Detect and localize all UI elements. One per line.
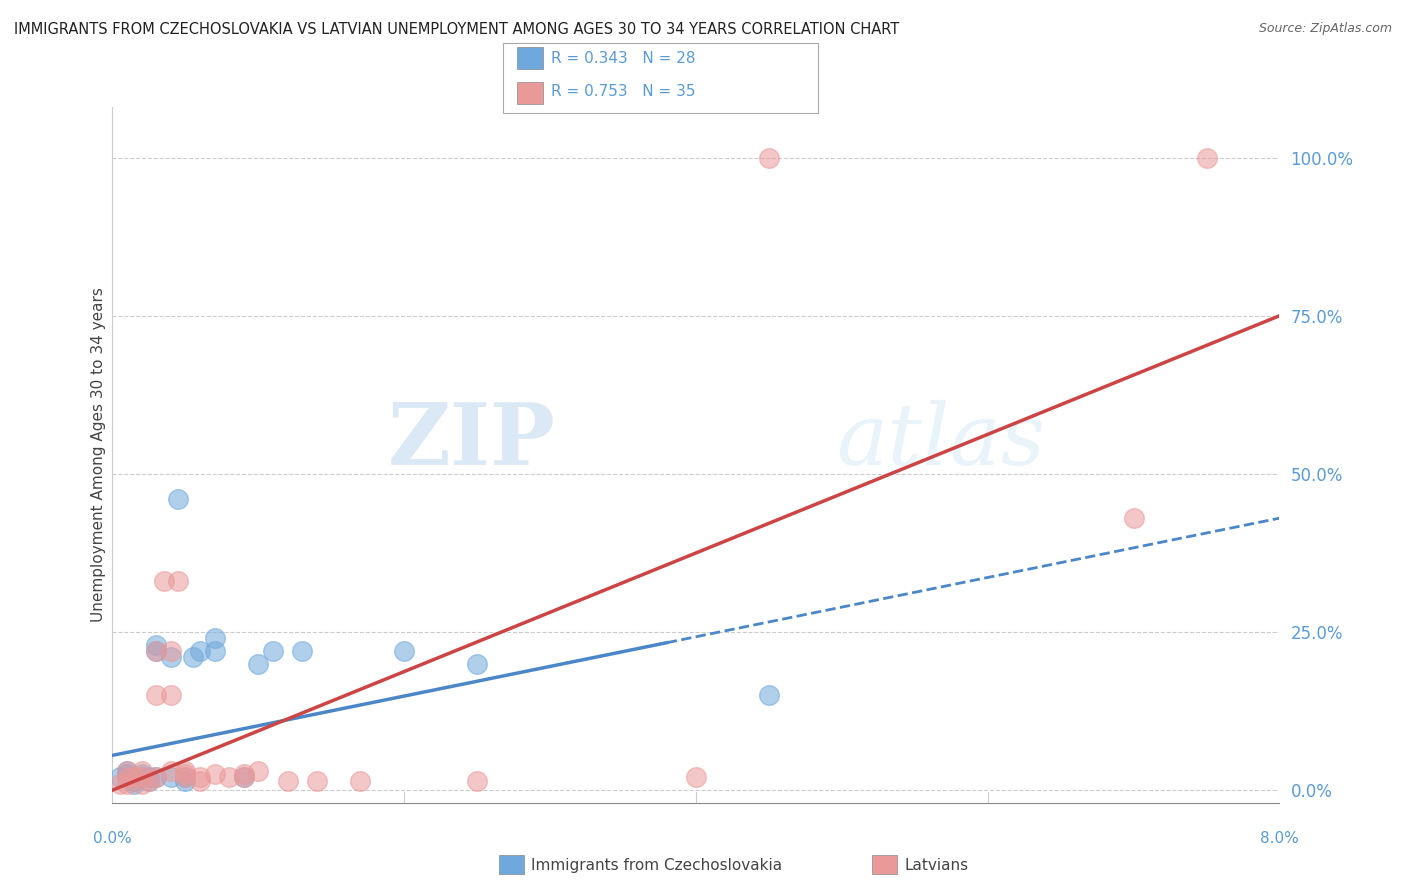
Point [758,151,780,165]
Point [160,644,183,658]
Point [188,644,211,658]
Point [1122,511,1144,525]
Point [218,771,240,785]
Point [108,777,131,791]
Point [160,650,183,665]
Y-axis label: Unemployment Among Ages 30 to 34 years: Unemployment Among Ages 30 to 34 years [91,287,105,623]
Point [262,644,284,658]
Point [115,764,138,779]
Point [465,657,488,671]
Point [276,773,298,788]
Text: ZIP: ZIP [388,399,555,483]
Point [247,657,270,671]
Point [167,574,190,589]
Point [115,767,138,781]
Point [204,632,226,646]
Text: Immigrants from Czechoslovakia: Immigrants from Czechoslovakia [531,858,783,872]
Text: R = 0.343   N = 28: R = 0.343 N = 28 [551,51,696,66]
Point [152,574,174,589]
Point [174,773,197,788]
Point [145,688,167,702]
Text: R = 0.753   N = 35: R = 0.753 N = 35 [551,85,696,99]
Point [160,771,183,785]
Text: IMMIGRANTS FROM CZECHOSLOVAKIA VS LATVIAN UNEMPLOYMENT AMONG AGES 30 TO 34 YEARS: IMMIGRANTS FROM CZECHOSLOVAKIA VS LATVIA… [14,22,900,37]
Point [160,688,183,702]
Point [1195,151,1218,165]
Point [131,771,153,785]
Point [392,644,416,658]
Point [181,650,204,665]
Point [174,771,197,785]
Point [115,777,138,791]
Point [465,773,488,788]
Text: atlas: atlas [837,400,1045,483]
Point [108,771,131,785]
Point [138,773,160,788]
Point [188,773,211,788]
Point [138,771,160,785]
Point [124,771,146,785]
Point [204,767,226,781]
Text: 8.0%: 8.0% [1260,831,1299,846]
Point [167,492,190,507]
Point [138,773,160,788]
Point [349,773,371,788]
Point [124,773,146,788]
Point [758,688,780,702]
Point [131,777,153,791]
Point [247,764,270,779]
Point [145,771,167,785]
Point [188,771,211,785]
Point [204,644,226,658]
Text: Source: ZipAtlas.com: Source: ZipAtlas.com [1258,22,1392,36]
Point [291,644,314,658]
Point [145,644,167,658]
Text: Latvians: Latvians [904,858,969,872]
Point [160,764,183,779]
Point [174,764,197,779]
Point [174,771,197,785]
Point [131,764,153,779]
Point [145,644,167,658]
Point [131,767,153,781]
Point [145,638,167,652]
Text: 0.0%: 0.0% [93,831,132,846]
Point [115,771,138,785]
Point [232,771,254,785]
Point [232,771,254,785]
Point [685,771,707,785]
Point [232,767,254,781]
Point [115,764,138,779]
Point [145,771,167,785]
Point [124,777,146,791]
Point [174,767,197,781]
Point [305,773,328,788]
Point [131,771,153,785]
